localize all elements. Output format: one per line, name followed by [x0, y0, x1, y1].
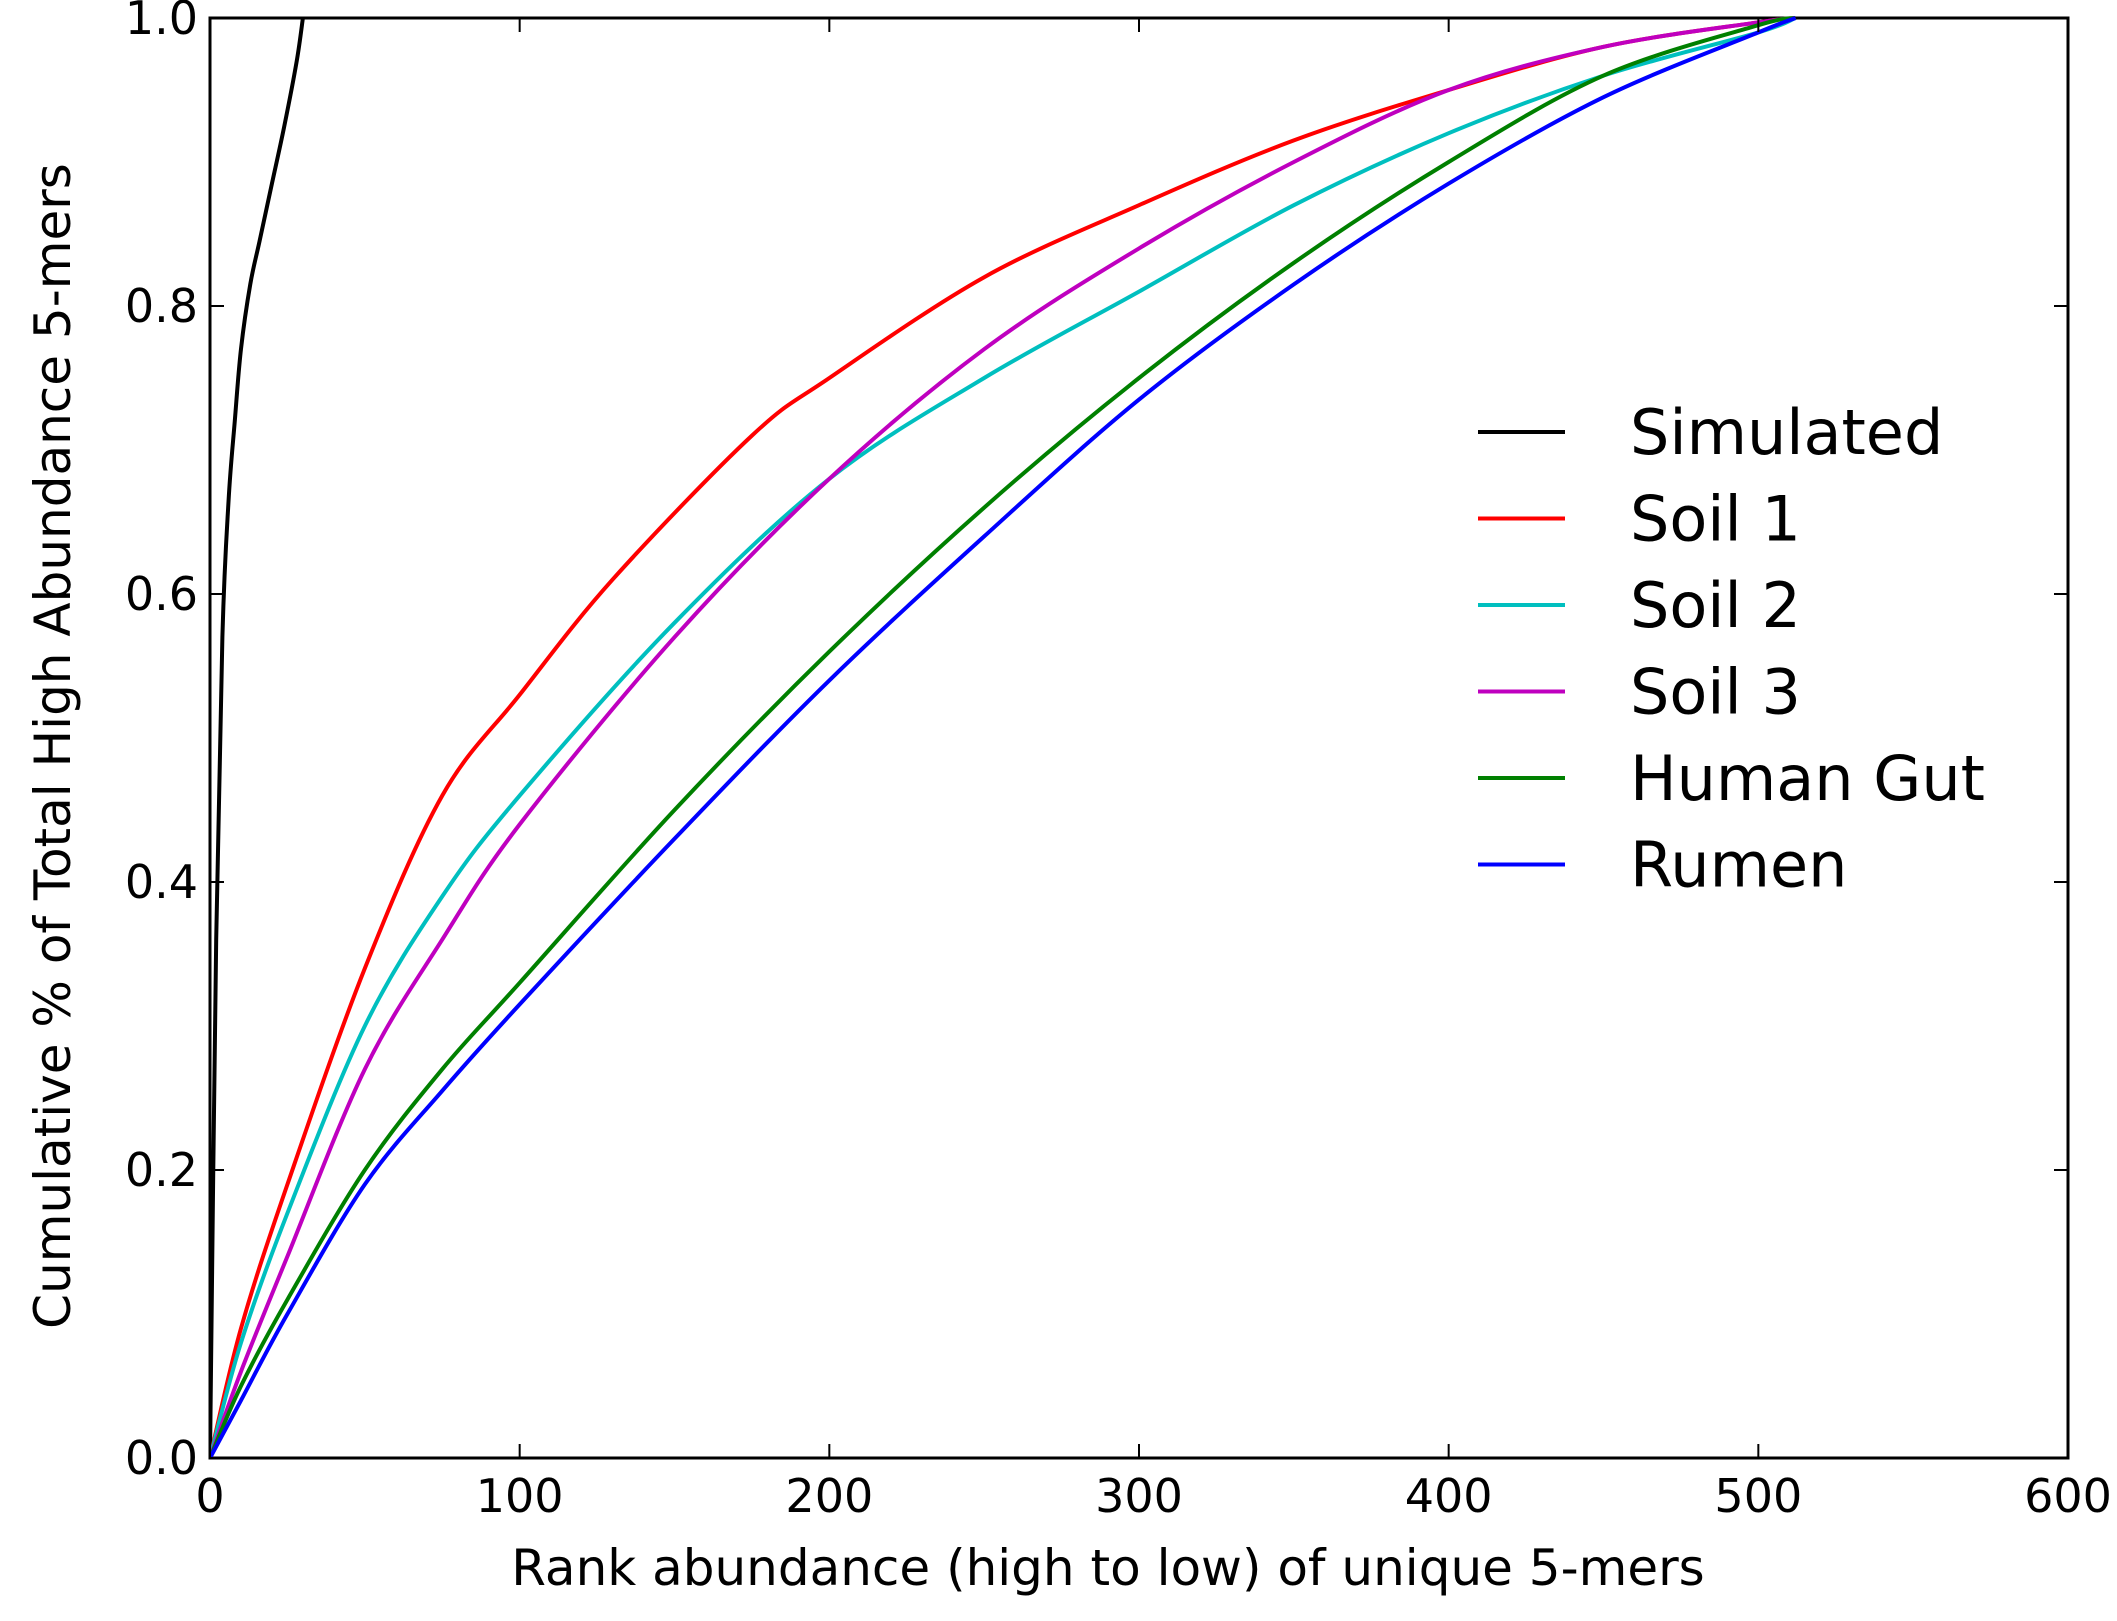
y-tick-label: 0.4: [125, 855, 198, 909]
legend-label-soil-1: Soil 1: [1630, 483, 1801, 556]
series-line-soil-3: [210, 16, 1796, 1459]
series-line-rumen: [210, 16, 1797, 1459]
legend-label-soil-3: Soil 3: [1630, 656, 1801, 729]
x-tick-label: 600: [2024, 1469, 2112, 1523]
legend-label-human-gut: Human Gut: [1630, 742, 1985, 815]
plot-area: [208, 16, 2070, 1460]
legend: Simulated Soil 1 Soil 2 Soil 3 Human Gut Rume…: [1478, 396, 1985, 902]
x-tick-label: 200: [785, 1469, 873, 1523]
x-axis-title: Rank abundance (high to low) of unique 5…: [511, 1539, 1704, 1597]
y-tick-label: 1.0: [125, 0, 198, 45]
y-tick-label: 0.0: [125, 1431, 198, 1485]
y-tick-label: 0.8: [125, 279, 198, 333]
x-tick-label: 400: [1405, 1469, 1493, 1523]
legend-label-simulated: Simulated: [1630, 396, 1943, 469]
y-axis-title: Cumulative % of Total High Abundance 5-m…: [24, 163, 82, 1329]
series-line-soil-1: [210, 16, 1796, 1459]
series-lines: [210, 16, 1797, 1459]
x-tick-label: 500: [1714, 1469, 1802, 1523]
series-line-human-gut: [210, 16, 1796, 1459]
legend-label-rumen: Rumen: [1630, 829, 1847, 902]
plot-frame: [208, 16, 2070, 1460]
y-tick-label: 0.2: [125, 1143, 198, 1197]
y-tick-label: 0.6: [125, 567, 198, 621]
series-line-soil-2: [210, 16, 1797, 1459]
series-line-simulated: [210, 17, 305, 1459]
x-tick-label: 300: [1095, 1469, 1183, 1523]
x-tick-label: 100: [476, 1469, 564, 1523]
axis-ticks: 0 100 200 300 400 500 600 0.0 0.2 0.4 0.6 0.8 1.0: [125, 0, 2112, 1523]
x-tick-label: 0: [195, 1469, 224, 1523]
legend-label-soil-2: Soil 2: [1630, 569, 1801, 642]
